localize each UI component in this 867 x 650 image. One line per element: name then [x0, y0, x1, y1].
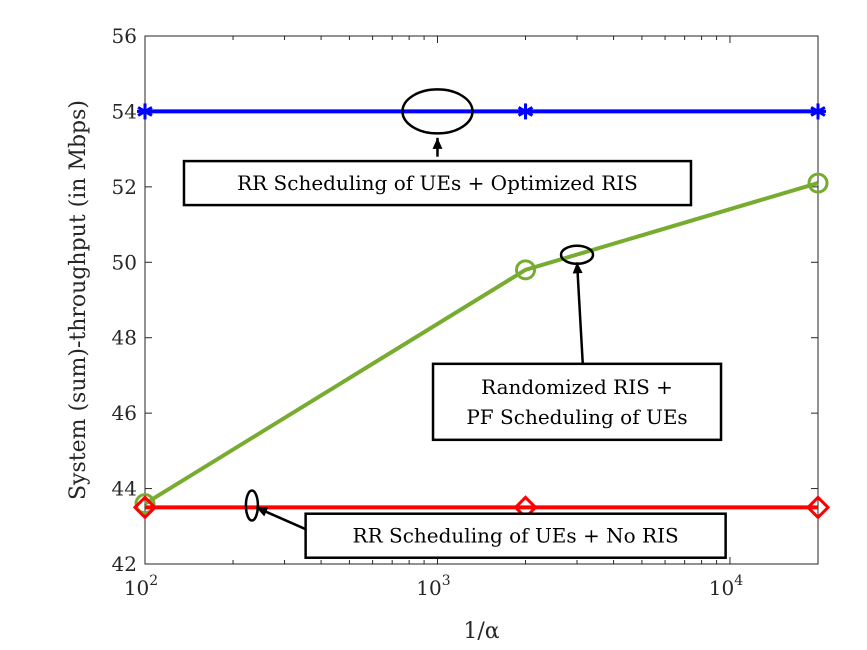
annotation-arrowhead-rr_optimized_ris	[432, 137, 443, 149]
x-axis-label: 1/α	[463, 619, 499, 644]
annotation-text-randomized_ris_pf: PF Scheduling of UEs	[466, 405, 687, 429]
data-point-rr_optimized_ris	[137, 103, 153, 120]
data-point-rr_optimized_ris	[810, 103, 826, 120]
annotation-arrow-randomized_ris_pf	[575, 262, 585, 372]
annotation-ellipse-rr_optimized_ris	[401, 88, 474, 135]
y-tick-label: 46	[112, 401, 137, 425]
y-tick-label: 56	[112, 24, 137, 48]
x-tick-label: 103	[416, 573, 450, 600]
annotation-arrowhead-randomized_ris_pf	[572, 262, 583, 274]
annotation-box-rr_optimized_ris	[182, 159, 693, 207]
series-layer	[132, 103, 831, 520]
data-point-randomized_ris_pf	[515, 259, 537, 281]
annotation-arrowhead-rr_no_ris	[256, 507, 269, 517]
x-tick-label: 104	[709, 573, 743, 600]
data-point-rr_no_ris	[805, 495, 831, 520]
annotation-text-rr_no_ris: RR Scheduling of UEs + No RIS	[353, 524, 679, 548]
annotation-box-randomized_ris_pf	[431, 362, 723, 442]
annotation-box-rr_no_ris	[304, 512, 727, 559]
annotations-layer: RR Scheduling of UEs + Optimized RIS Rand…	[182, 88, 727, 559]
y-tick-label: 52	[112, 175, 137, 199]
annotation-text-rr_optimized_ris: RR Scheduling of UEs + Optimized RIS	[237, 171, 638, 195]
annotation-ellipse-rr_no_ris	[244, 489, 260, 522]
y-tick-label: 44	[112, 477, 137, 501]
data-point-rr_optimized_ris	[517, 103, 534, 120]
y-tick-label: 48	[112, 326, 137, 350]
y-axis-label: System (sum)-throughput (in Mbps)	[66, 100, 91, 500]
series-line-randomized_ris_pf	[143, 181, 819, 506]
y-tick-label: 42	[112, 552, 137, 576]
x-tick-label: 102	[124, 573, 158, 600]
axes: 42 44 46 48 50 52 54 56 102 103 104 1/α System (sum)…	[66, 24, 819, 644]
data-point-randomized_ris_pf	[134, 493, 156, 515]
data-point-rr_no_ris	[132, 495, 158, 520]
plot-frame	[144, 35, 819, 565]
y-tick-label: 50	[112, 250, 137, 274]
y-tick-label: 54	[112, 99, 137, 123]
data-point-randomized_ris_pf	[807, 172, 829, 194]
annotation-text-randomized_ris_pf: Randomized RIS +	[481, 375, 673, 399]
